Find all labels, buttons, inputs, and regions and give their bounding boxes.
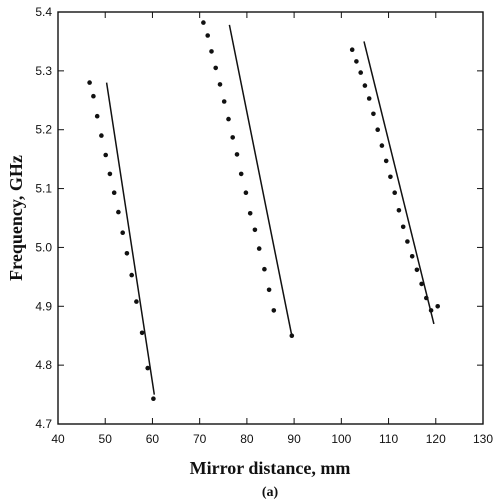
- data-point: [217, 82, 223, 87]
- x-tick-label: 110: [379, 432, 398, 446]
- x-tick-label: 50: [99, 432, 113, 446]
- data-point: [252, 227, 258, 233]
- data-point: [226, 116, 231, 122]
- ticks: [57, 11, 484, 425]
- plot-frame: [57, 11, 484, 425]
- x-axis-title: Mirror distance, mm: [190, 458, 351, 478]
- y-tick-label: 5.2: [35, 123, 52, 137]
- fit-line: [228, 24, 293, 336]
- x-tick-label: 40: [51, 432, 65, 446]
- series-5: [349, 47, 441, 313]
- series-4: [228, 24, 293, 336]
- y-tick-label: 4.8: [35, 358, 52, 372]
- series-layer: [87, 20, 441, 402]
- data-point: [99, 133, 104, 138]
- y-axis-title: Frequency, GHz: [6, 155, 26, 281]
- data-point: [91, 93, 96, 99]
- data-point: [151, 396, 156, 402]
- data-point: [371, 111, 376, 117]
- data-point: [201, 20, 206, 25]
- y-tick-labels: 4.7 4.8 4.9 5.0 5.1 5.2 5.3 5.4: [35, 5, 52, 431]
- data-point: [349, 47, 355, 52]
- data-point: [366, 96, 372, 101]
- data-point: [396, 208, 402, 213]
- data-point: [134, 299, 139, 304]
- data-point: [145, 365, 150, 371]
- x-tick-label: 120: [426, 432, 446, 446]
- data-point: [405, 239, 410, 244]
- data-point: [354, 59, 359, 64]
- data-point: [129, 272, 134, 278]
- data-point: [230, 135, 235, 140]
- fit-line: [105, 82, 156, 395]
- data-point: [139, 330, 145, 336]
- x-tick-labels: 40 50 60 70 80 90 100 110 120 130: [51, 432, 493, 446]
- fit-line: [363, 41, 435, 325]
- data-point: [94, 113, 100, 119]
- data-point: [120, 230, 125, 235]
- series-3: [201, 20, 295, 339]
- data-point: [414, 267, 420, 273]
- data-point: [107, 171, 113, 177]
- data-point: [247, 211, 253, 216]
- data-point: [392, 190, 398, 195]
- y-tick-label: 4.9: [35, 299, 52, 313]
- data-point: [234, 152, 240, 157]
- data-point: [419, 281, 424, 287]
- data-point: [262, 266, 267, 272]
- data-point: [238, 171, 244, 177]
- data-point: [362, 83, 368, 88]
- data-point: [209, 49, 214, 54]
- data-point: [383, 158, 389, 164]
- x-tick-label: 130: [473, 432, 493, 446]
- data-point: [266, 287, 272, 293]
- data-point: [358, 70, 364, 75]
- x-tick-label: 80: [240, 432, 254, 446]
- figure-caption: (a): [262, 485, 279, 500]
- x-tick-label: 70: [193, 432, 207, 446]
- data-point: [379, 143, 385, 148]
- y-tick-label: 4.7: [35, 417, 52, 431]
- y-tick-label: 5.1: [35, 182, 52, 196]
- data-point: [243, 190, 249, 195]
- x-tick-label: 90: [287, 432, 301, 446]
- x-tick-label: 60: [146, 432, 160, 446]
- data-point: [124, 251, 130, 256]
- series-6: [363, 41, 435, 325]
- data-point: [205, 33, 210, 38]
- data-point: [388, 174, 393, 180]
- data-point: [409, 253, 415, 259]
- y-tick-label: 5.3: [35, 64, 52, 78]
- y-tick-label: 5.4: [35, 5, 52, 19]
- y-tick-label: 5.0: [35, 240, 52, 254]
- data-point: [256, 246, 262, 251]
- data-point: [375, 127, 381, 132]
- data-point: [213, 65, 218, 71]
- data-point: [103, 152, 108, 158]
- series-1: [87, 80, 156, 402]
- x-tick-label: 100: [331, 432, 351, 446]
- series-2: [105, 82, 156, 395]
- data-point: [221, 99, 227, 104]
- data-point: [435, 304, 441, 309]
- data-point: [87, 80, 92, 85]
- data-point: [400, 224, 406, 230]
- data-point: [111, 190, 117, 195]
- data-point: [116, 209, 121, 215]
- data-point: [271, 308, 277, 313]
